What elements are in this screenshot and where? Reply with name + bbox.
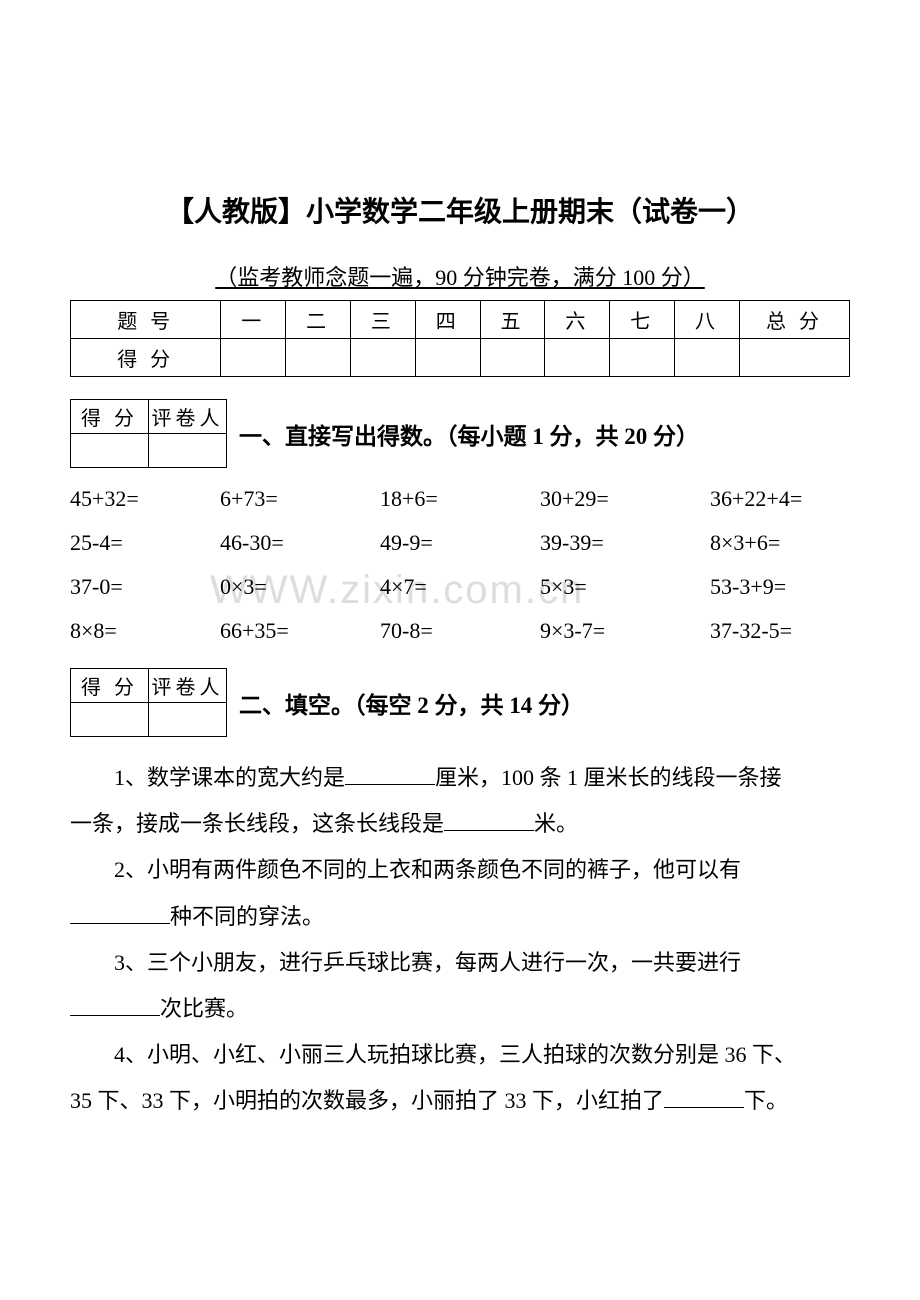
cell bbox=[740, 339, 850, 377]
grader-mini-table: 得 分 评卷人 bbox=[70, 668, 227, 737]
text: 1、数学课本的宽大约是 bbox=[114, 765, 345, 790]
question-2-line1: 2、小明有两件颜色不同的上衣和两条颜色不同的裤子，他可以有 bbox=[70, 847, 850, 893]
text: 米。 bbox=[534, 811, 578, 836]
equation: 8×3+6= bbox=[710, 530, 880, 556]
text: 4、小明、小红、小丽三人玩拍球比赛，三人拍球的次数分别是 36 下、 bbox=[114, 1042, 796, 1067]
cell bbox=[545, 339, 610, 377]
section-1-header: 得 分 评卷人 一、直接写出得数。（每小题 1 分，共 20 分） bbox=[70, 399, 850, 468]
cell: 七 bbox=[610, 301, 675, 339]
cell: 得 分 bbox=[71, 339, 221, 377]
fill-blank bbox=[664, 1084, 744, 1108]
equation-grid: WWW.zixin.com.cn 45+32= 6+73= 18+6= 30+2… bbox=[70, 486, 850, 644]
cell: 评卷人 bbox=[149, 400, 227, 434]
equation: 49-9= bbox=[380, 530, 540, 556]
question-1-line2: 一条，接成一条长线段，这条长线段是 米。 bbox=[70, 801, 850, 847]
cell bbox=[149, 703, 227, 737]
fill-blank bbox=[70, 992, 160, 1016]
equation: 0×3= bbox=[220, 574, 380, 600]
question-4-line2: 35 下、33 下，小明拍的次数最多，小丽拍了 33 下，小红拍了 下。 bbox=[70, 1078, 850, 1124]
text: 35 下、33 下，小明拍的次数最多，小丽拍了 33 下，小红拍了 bbox=[70, 1088, 664, 1113]
cell: 总 分 bbox=[740, 301, 850, 339]
cell bbox=[610, 339, 675, 377]
cell bbox=[675, 339, 740, 377]
question-3-line2: 次比赛。 bbox=[70, 986, 850, 1032]
equation: 4×7= bbox=[380, 574, 540, 600]
equation: 53-3+9= bbox=[710, 574, 880, 600]
text: 3、三个小朋友，进行乒乓球比赛，每两人进行一次，一共要进行 bbox=[114, 950, 741, 975]
equation: 37-32-5= bbox=[710, 618, 880, 644]
question-4-line1: 4、小明、小红、小丽三人玩拍球比赛，三人拍球的次数分别是 36 下、 bbox=[70, 1032, 850, 1078]
cell: 五 bbox=[480, 301, 545, 339]
fill-blank bbox=[444, 807, 534, 831]
cell bbox=[71, 434, 149, 468]
page-subtitle: （监考教师念题一遍，90 分钟完卷，满分 100 分） bbox=[70, 260, 850, 292]
cell: 得 分 bbox=[71, 400, 149, 434]
equation: 8×8= bbox=[70, 618, 220, 644]
fill-blank bbox=[345, 761, 435, 785]
cell bbox=[221, 339, 286, 377]
equation: 5×3= bbox=[540, 574, 710, 600]
equation: 37-0= bbox=[70, 574, 220, 600]
cell: 八 bbox=[675, 301, 740, 339]
question-3-line1: 3、三个小朋友，进行乒乓球比赛，每两人进行一次，一共要进行 bbox=[70, 940, 850, 986]
equation: 39-39= bbox=[540, 530, 710, 556]
equation: 18+6= bbox=[380, 486, 540, 512]
grader-mini-table: 得 分 评卷人 bbox=[70, 399, 227, 468]
cell: 三 bbox=[351, 301, 416, 339]
cell: 题 号 bbox=[71, 301, 221, 339]
section-1-heading: 一、直接写出得数。（每小题 1 分，共 20 分） bbox=[239, 417, 699, 451]
table-row: 得 分 bbox=[71, 339, 850, 377]
equation: 30+29= bbox=[540, 486, 710, 512]
cell: 六 bbox=[545, 301, 610, 339]
equation: 45+32= bbox=[70, 486, 220, 512]
cell: 二 bbox=[286, 301, 351, 339]
section-2-heading: 二、填空。（每空 2 分，共 14 分） bbox=[239, 686, 584, 720]
text: 一条，接成一条长线段，这条长线段是 bbox=[70, 811, 444, 836]
text: 种不同的穿法。 bbox=[170, 904, 324, 929]
equation: 36+22+4= bbox=[710, 486, 880, 512]
question-2-line2: 种不同的穿法。 bbox=[70, 894, 850, 940]
score-summary-table: 题 号 一 二 三 四 五 六 七 八 总 分 得 分 bbox=[70, 300, 850, 377]
cell: 评卷人 bbox=[149, 669, 227, 703]
cell bbox=[286, 339, 351, 377]
text: 2、小明有两件颜色不同的上衣和两条颜色不同的裤子，他可以有 bbox=[114, 857, 741, 882]
cell bbox=[351, 339, 416, 377]
cell bbox=[71, 703, 149, 737]
cell: 得 分 bbox=[71, 669, 149, 703]
table-row: 题 号 一 二 三 四 五 六 七 八 总 分 bbox=[71, 301, 850, 339]
cell bbox=[480, 339, 545, 377]
page-title: 【人教版】小学数学二年级上册期末（试卷一） bbox=[70, 190, 850, 230]
equation: 6+73= bbox=[220, 486, 380, 512]
question-1-line1: 1、数学课本的宽大约是 厘米，100 条 1 厘米长的线段一条接 bbox=[70, 755, 850, 801]
text: 厘米，100 条 1 厘米长的线段一条接 bbox=[435, 765, 782, 790]
text: 次比赛。 bbox=[160, 996, 248, 1021]
cell bbox=[415, 339, 480, 377]
text: 下。 bbox=[744, 1088, 788, 1113]
equation: 25-4= bbox=[70, 530, 220, 556]
fill-blank bbox=[70, 899, 170, 923]
equation: 46-30= bbox=[220, 530, 380, 556]
cell: 一 bbox=[221, 301, 286, 339]
cell: 四 bbox=[415, 301, 480, 339]
section-2-header: 得 分 评卷人 二、填空。（每空 2 分，共 14 分） bbox=[70, 668, 850, 737]
cell bbox=[149, 434, 227, 468]
equation: 9×3-7= bbox=[540, 618, 710, 644]
equation: 70-8= bbox=[380, 618, 540, 644]
equation: 66+35= bbox=[220, 618, 380, 644]
